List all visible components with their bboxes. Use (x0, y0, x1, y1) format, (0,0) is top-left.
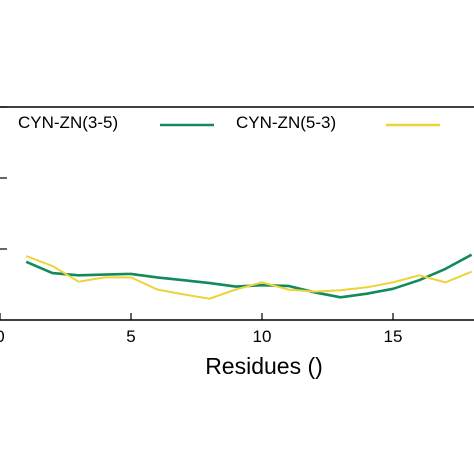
series-line-1 (25, 253, 473, 299)
x-axis-title: Residues () (205, 353, 323, 379)
x-tick-label: 10 (253, 327, 272, 346)
x-tick-label: 15 (384, 327, 403, 346)
legend: CYN-ZN(3-5) CYN-ZN(5-3) (18, 113, 440, 132)
x-ticks: 0 5 10 15 (0, 313, 402, 346)
legend-label-2: CYN-ZN(5-3) (236, 113, 336, 132)
series-layer (25, 253, 473, 300)
y-ticks (0, 106, 7, 250)
legend-label-1: CYN-ZN(3-5) (18, 113, 118, 132)
x-tick-label: 5 (126, 327, 135, 346)
x-tick-label: 0 (0, 327, 5, 346)
axes (0, 106, 474, 321)
series-line-2 (25, 255, 472, 300)
